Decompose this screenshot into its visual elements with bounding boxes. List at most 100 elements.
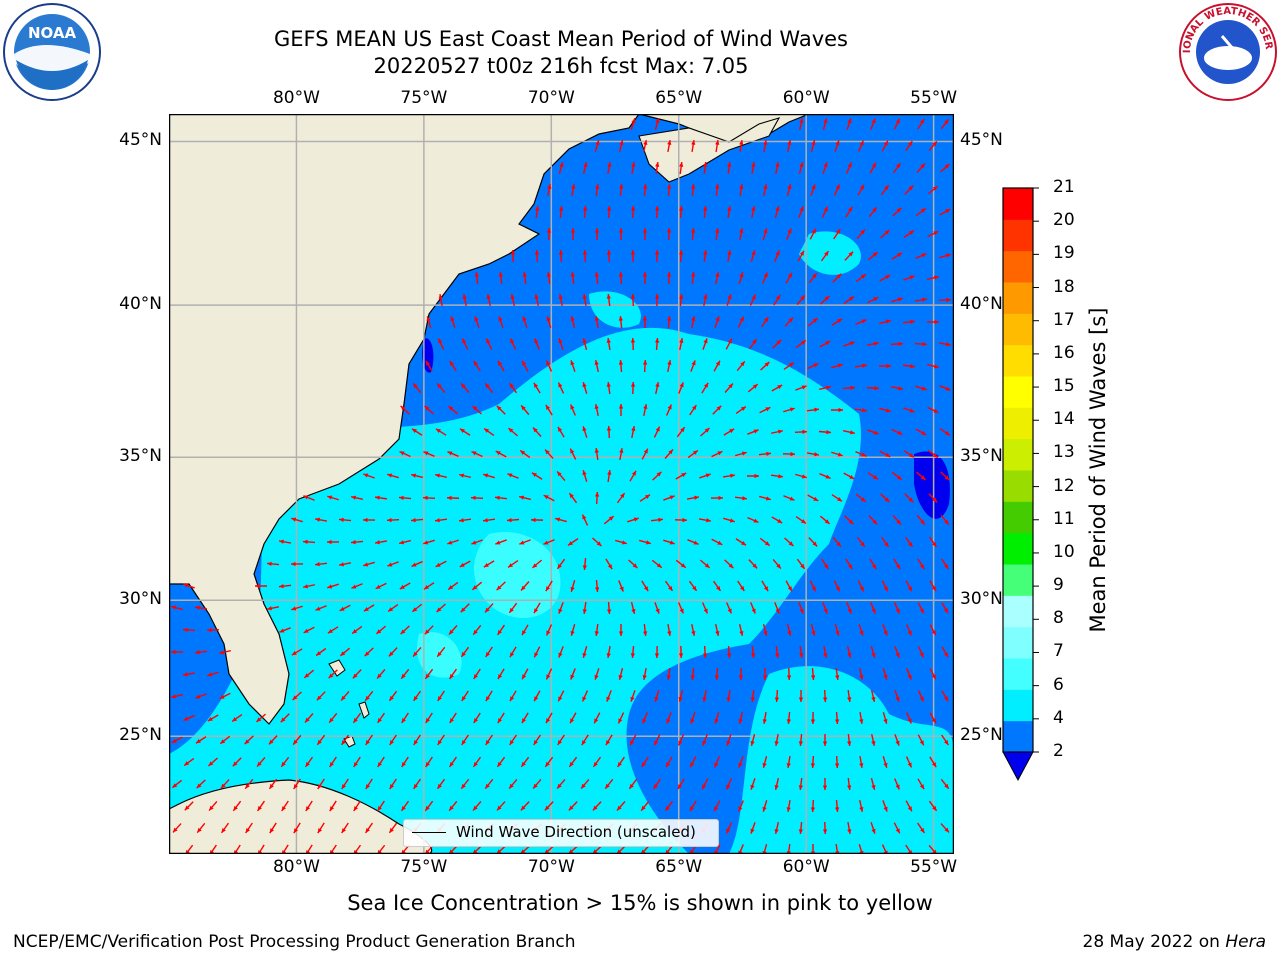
wind-wave-arrow [412,647,422,657]
wind-wave-arrow [939,253,951,259]
wind-wave-arrow [340,691,350,701]
wind-wave-arrow [654,205,660,219]
wind-wave-arrow [207,671,219,677]
wind-wave-arrow [388,822,398,834]
wind-wave-arrow [822,689,828,703]
wind-wave-arrow [533,646,541,658]
wind-wave-arrow [630,205,636,219]
wind-wave-arrow [570,316,576,328]
wind-wave-arrow [437,690,445,702]
wind-wave-arrow [547,183,552,197]
wind-wave-arrow [594,315,599,329]
wind-wave-arrow [582,382,588,394]
wind-wave-arrow [630,337,636,351]
wind-wave-arrow [678,645,684,659]
colorbar-band [1003,626,1033,659]
wind-wave-arrow [654,249,660,263]
wind-wave-arrow [618,140,624,152]
wind-wave-arrow [890,386,904,391]
wind-wave-arrow [774,821,780,835]
wind-wave-arrow [627,517,639,523]
wind-wave-arrow [798,689,804,703]
wind-wave-arrow [796,294,806,306]
map-gridlines [169,114,954,854]
footer-date: 28 May 2022 on Hera [1083,932,1267,952]
wind-wave-arrow [715,139,720,153]
wind-wave-arrow [509,338,517,350]
wind-wave-arrow [172,823,182,833]
wind-wave-arrow [338,517,352,522]
wind-wave-arrow [545,580,553,592]
wind-wave-arrow [594,140,600,152]
latitude-label-left: 40°N [119,294,162,315]
wind-wave-arrow [568,801,578,811]
wind-wave-arrow [448,756,458,768]
colorbar-band [1003,376,1033,408]
wind-wave-arrow [592,537,602,547]
wind-wave-arrow [557,690,565,702]
wind-wave-arrow [628,778,638,790]
wind-wave-arrow [485,338,493,350]
wind-wave-arrow [892,162,902,174]
wind-wave-arrow [715,183,720,197]
wind-wave-arrow [194,650,208,655]
wind-wave-arrow [891,428,903,436]
wind-wave-arrow [715,227,720,241]
wind-wave-arrow [654,645,660,659]
ocean-band-6-7 [417,532,561,678]
wind-wave-arrow [809,228,817,240]
wind-wave-arrow [446,495,460,501]
wind-wave-arrow [882,712,888,724]
wind-wave-arrow [387,561,399,567]
wind-wave-arrow [496,405,506,415]
wind-wave-arrow [329,756,337,768]
wind-wave-arrow [630,249,636,263]
wind-wave-arrow [545,712,553,724]
wind-wave-arrow [843,472,855,480]
wind-wave-arrow [940,778,950,790]
wind-wave-arrow [631,161,636,175]
wind-wave-arrow [290,561,304,567]
wind-wave-arrow [739,183,744,197]
wind-wave-arrow [522,271,527,285]
wind-wave-arrow [510,249,516,263]
colorbar-tick-label: 20 [1053,210,1075,231]
wind-wave-arrow [664,800,674,812]
wind-wave-arrow [412,690,422,702]
wind-wave-arrow [870,689,876,703]
wind-wave-arrow [941,602,949,614]
wind-wave-arrow [870,778,876,790]
wind-wave-arrow [855,493,867,503]
wind-wave-arrow [508,602,518,614]
wind-wave-arrow [869,162,877,174]
colorbar-tick-label: 6 [1053,674,1064,695]
wind-wave-arrow [582,293,587,307]
wind-wave-arrow [748,338,758,350]
wind-wave-arrow [424,405,434,415]
colorbar-tick-label: 4 [1053,707,1064,728]
wind-wave-arrow [495,450,507,458]
latitude-label-right: 30°N [960,589,1003,610]
wind-wave-arrow [810,755,816,769]
wind-wave-arrow [232,757,242,767]
wind-wave-arrow [425,360,433,372]
wind-wave-arrow [772,339,782,349]
wind-wave-arrow [351,625,363,635]
wind-wave-arrow [630,118,636,130]
wind-wave-arrow [460,603,470,613]
wind-wave-arrow [339,647,351,657]
wind-wave-arrow [411,560,423,568]
wind-wave-arrow [917,602,925,614]
wind-wave-arrow [458,473,472,479]
wind-wave-arrow [606,249,612,263]
wind-wave-arrow [521,712,529,724]
wind-wave-arrow [545,624,553,636]
wind-wave-arrow [677,734,685,746]
wind-wave-arrow [641,448,649,460]
wind-wave-arrow [870,602,876,614]
wind-wave-arrow [703,205,708,219]
wind-wave-arrow [844,515,854,525]
wind-wave-arrow [770,474,784,479]
wind-wave-arrow [857,580,865,592]
wind-wave-arrow [207,714,219,722]
